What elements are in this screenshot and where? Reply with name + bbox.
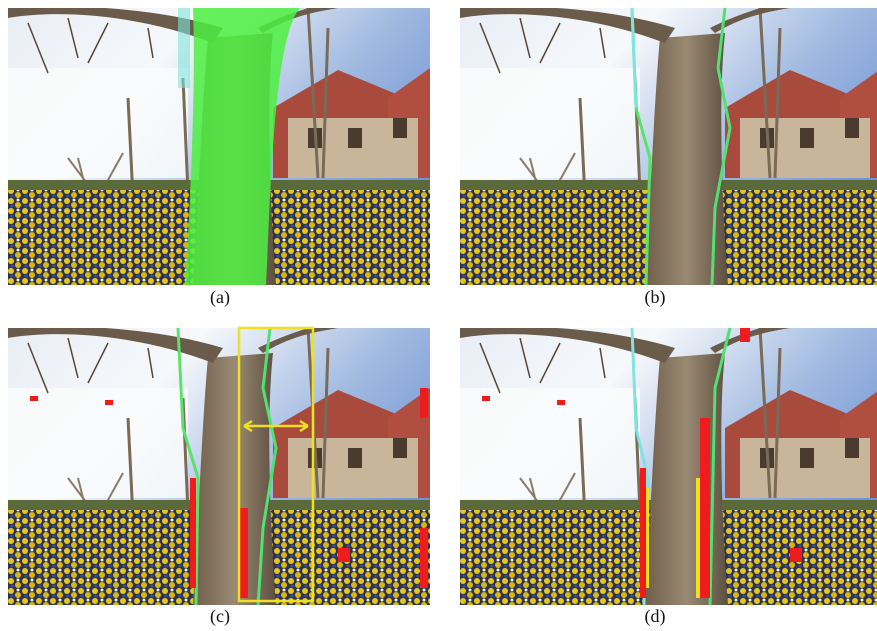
page: (a) (b) (c) (d) (() => { co	[0, 0, 877, 631]
caption: (d)	[645, 606, 666, 627]
figure: (a) (b) (c) (d)	[0, 0, 877, 631]
caption: (a)	[210, 287, 230, 308]
panel-c	[8, 326, 430, 605]
caption: (b)	[645, 287, 666, 308]
panel-d	[460, 326, 877, 605]
caption: (c)	[210, 606, 230, 627]
panel-b	[460, 6, 877, 285]
panel-a	[8, 6, 430, 285]
